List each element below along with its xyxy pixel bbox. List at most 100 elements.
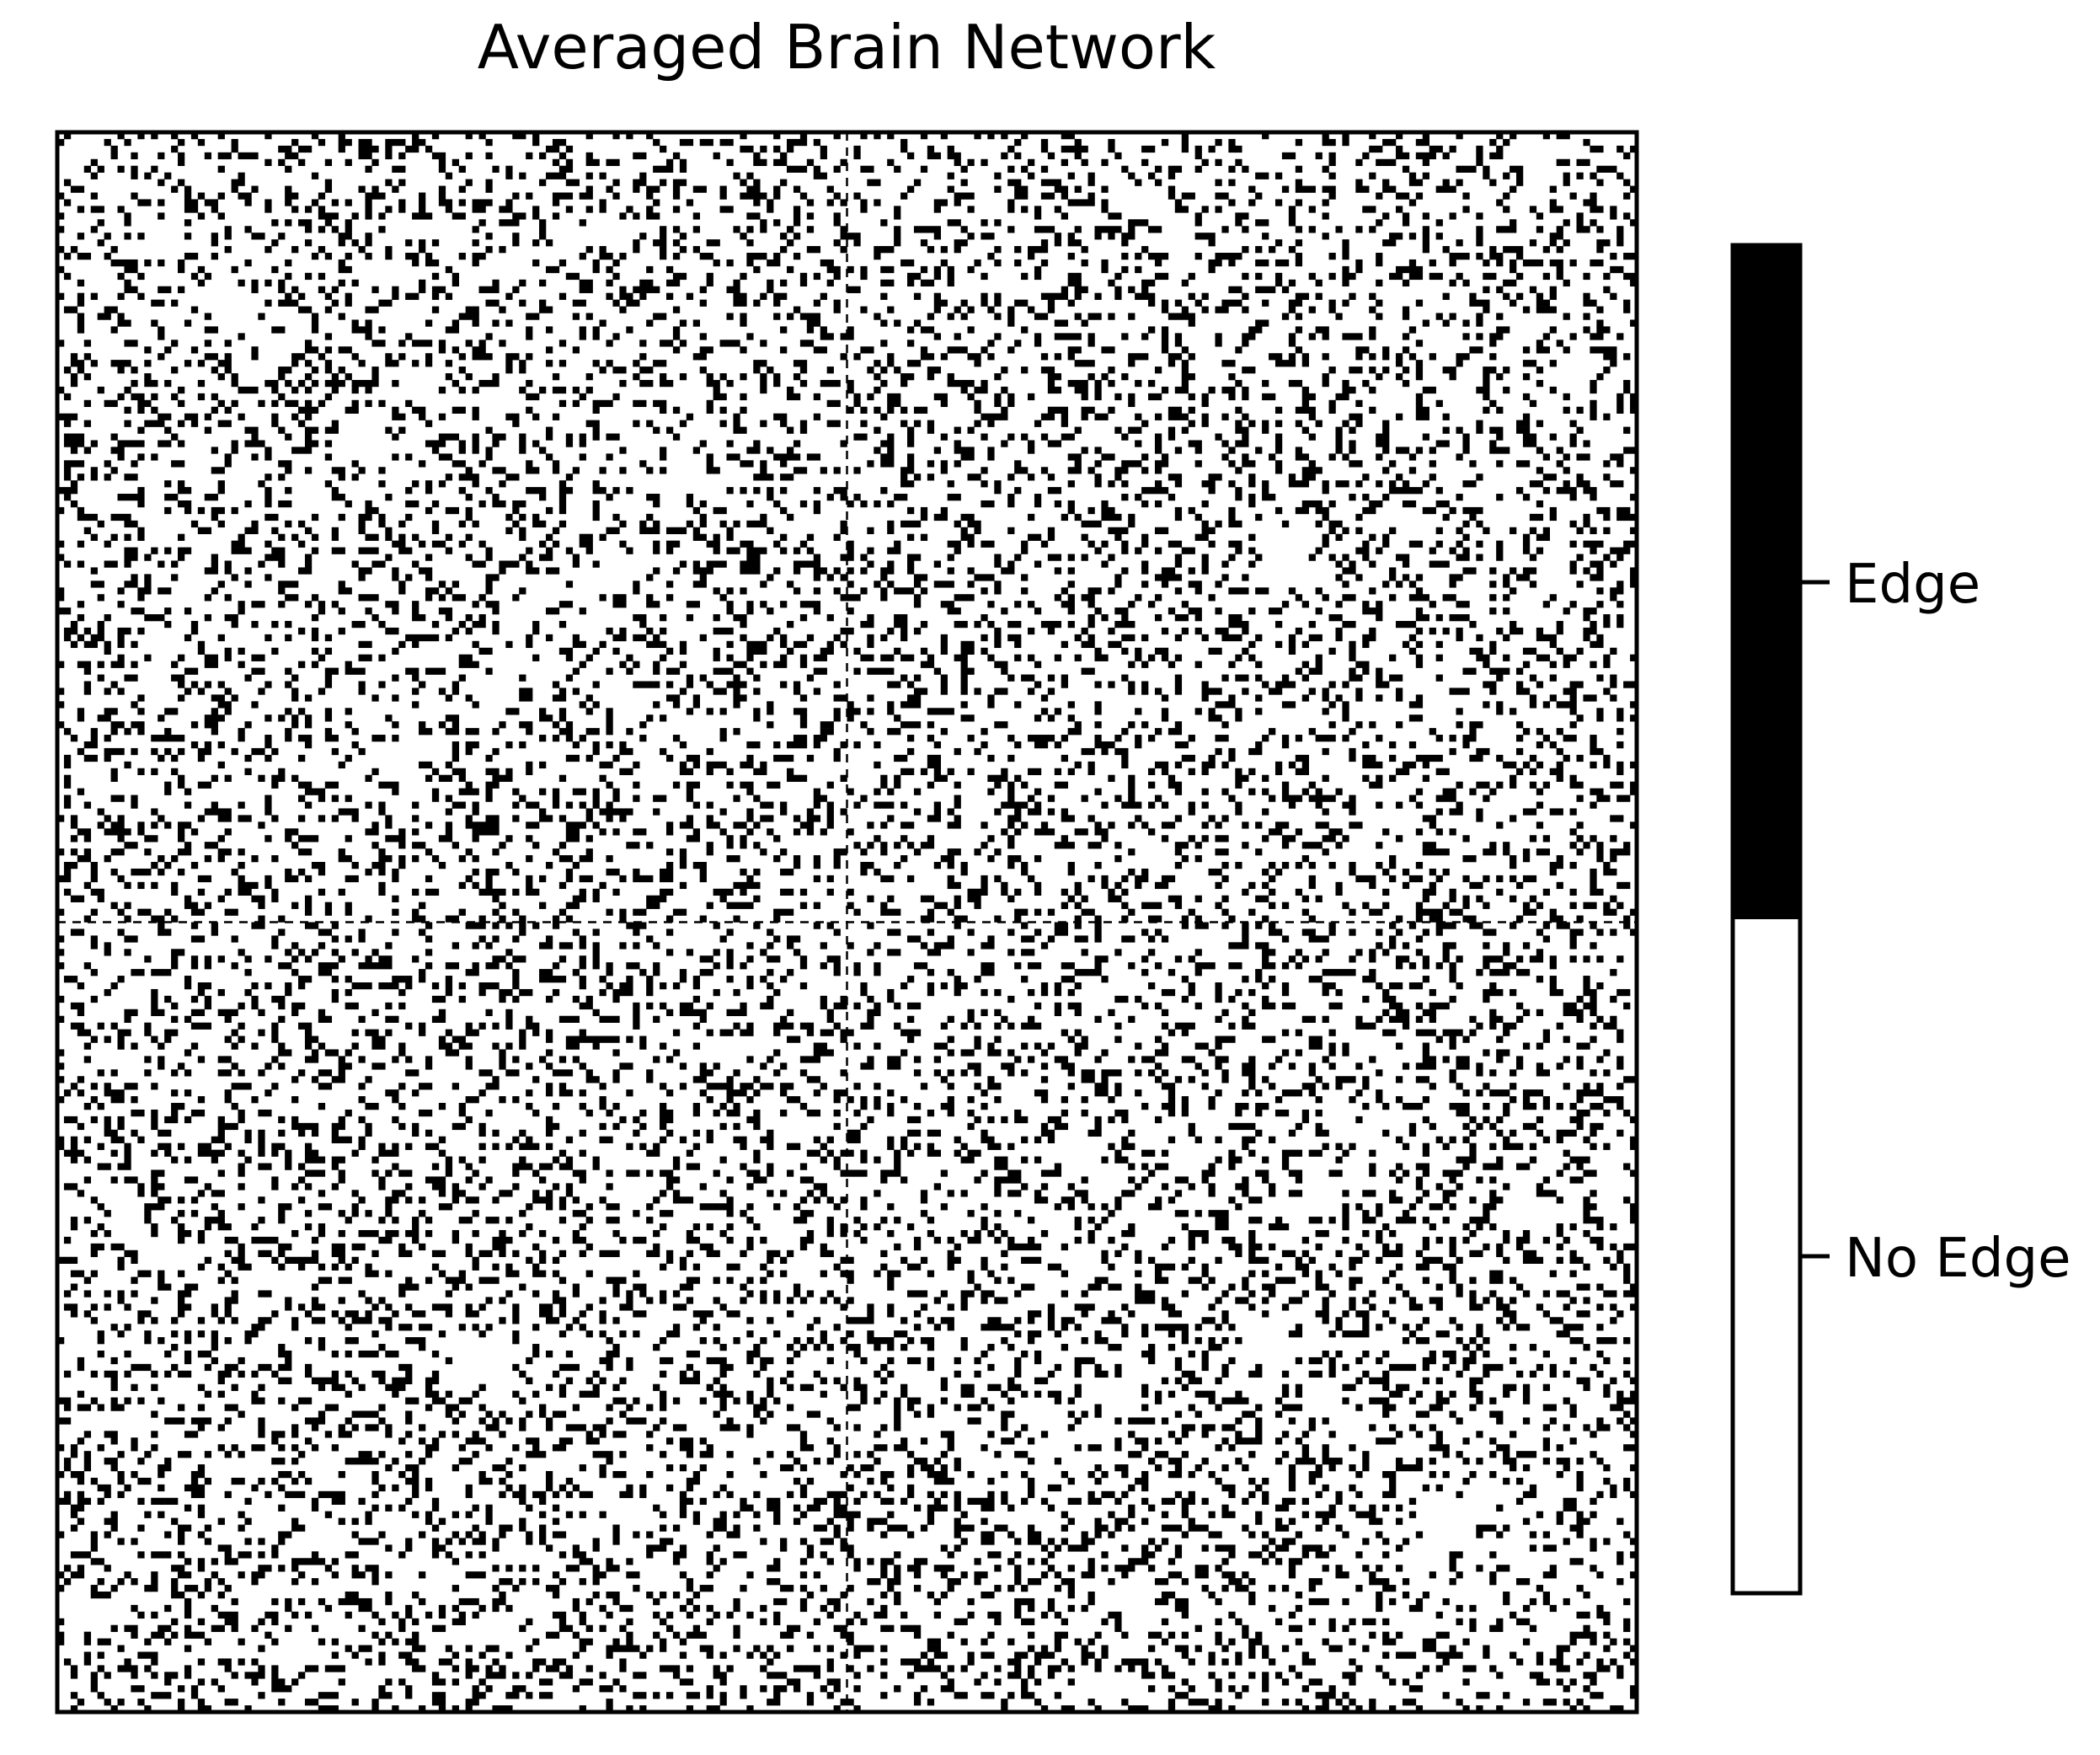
edge-cell xyxy=(746,226,754,233)
edge-cell xyxy=(110,768,118,776)
edge-cell xyxy=(238,647,245,655)
edge-cell xyxy=(258,601,265,608)
edge-cell xyxy=(1128,399,1135,408)
edge-cell xyxy=(405,1183,413,1191)
edge-cell xyxy=(124,319,131,327)
edge-cell xyxy=(318,1156,326,1164)
edge-cell xyxy=(224,1297,232,1304)
edge-cell xyxy=(1335,440,1343,447)
edge-cell xyxy=(285,259,292,267)
edge-cell xyxy=(1382,447,1390,454)
edge-cell xyxy=(405,1169,413,1177)
edge-cell xyxy=(97,1578,104,1586)
edge-cell xyxy=(365,1350,372,1358)
edge-cell xyxy=(606,279,613,287)
edge-cell xyxy=(311,1699,319,1706)
edge-cell xyxy=(151,1169,158,1177)
edge-cell xyxy=(412,500,419,508)
edge-cell xyxy=(97,1243,104,1251)
edge-cell xyxy=(90,995,98,1003)
edge-cell xyxy=(1429,447,1436,454)
edge-cell xyxy=(826,367,834,374)
edge-cell xyxy=(900,406,908,414)
edge-cell xyxy=(1603,353,1611,361)
edge-cell xyxy=(425,253,433,260)
edge-cell xyxy=(672,279,681,287)
edge-cell xyxy=(238,1149,245,1157)
edge-cell xyxy=(63,627,72,635)
edge-cell xyxy=(144,1330,152,1338)
edge-cell xyxy=(285,681,292,688)
edge-cell xyxy=(351,1531,359,1538)
edge-cell xyxy=(358,620,366,629)
edge-cell xyxy=(70,447,78,454)
edge-cell xyxy=(665,279,674,287)
edge-cell xyxy=(733,292,740,300)
edge-cell xyxy=(231,506,238,515)
edge-cell xyxy=(1007,319,1015,327)
edge-cell xyxy=(318,286,326,293)
edge-cell xyxy=(660,467,667,474)
edge-cell xyxy=(345,835,352,843)
edge-cell xyxy=(358,1497,366,1505)
edge-cell xyxy=(211,326,218,334)
edge-cell xyxy=(1583,299,1590,307)
edge-cell xyxy=(1094,474,1102,481)
edge-cell xyxy=(733,299,740,307)
edge-cell xyxy=(304,1363,313,1372)
edge-cell xyxy=(1569,433,1577,441)
edge-cell xyxy=(1563,393,1570,401)
edge-cell xyxy=(217,152,225,160)
edge-cell xyxy=(258,1129,265,1137)
edge-cell xyxy=(699,299,707,307)
edge-cell xyxy=(151,1002,158,1010)
edge-cell xyxy=(238,1002,245,1010)
edge-cell xyxy=(304,1029,313,1036)
edge-cell xyxy=(164,1196,172,1204)
edge-cell xyxy=(1074,467,1082,474)
edge-cell xyxy=(773,292,781,300)
edge-cell xyxy=(1536,447,1544,454)
edge-cell xyxy=(813,413,821,420)
edge-cell xyxy=(1181,386,1189,394)
edge-cell xyxy=(57,848,65,856)
edge-cell xyxy=(351,1699,359,1706)
edge-cell xyxy=(1194,440,1202,447)
edge-cell xyxy=(63,272,72,281)
edge-cell xyxy=(251,1484,259,1492)
edge-cell xyxy=(324,1431,333,1438)
edge-cell xyxy=(291,942,299,950)
edge-cell xyxy=(204,1363,212,1372)
edge-cell xyxy=(351,741,359,749)
edge-cell xyxy=(258,1538,265,1545)
edge-cell xyxy=(104,233,111,240)
edge-cell xyxy=(405,253,413,260)
edge-cell xyxy=(485,246,493,254)
edge-cell xyxy=(1549,185,1557,193)
edge-cell xyxy=(726,340,734,347)
edge-cell xyxy=(104,1122,111,1131)
edge-cell xyxy=(291,138,299,147)
edge-cell xyxy=(1563,179,1570,186)
edge-cell xyxy=(425,340,433,347)
edge-cell xyxy=(1469,460,1477,468)
edge-cell xyxy=(217,1377,225,1384)
edge-cell xyxy=(211,842,218,849)
edge-cell xyxy=(144,574,152,581)
edge-cell xyxy=(1028,440,1035,447)
edge-cell xyxy=(238,1477,245,1485)
edge-cell xyxy=(265,540,272,548)
edge-cell xyxy=(826,199,834,206)
edge-cell xyxy=(83,513,92,522)
edge-cell xyxy=(358,667,366,675)
edge-cell xyxy=(1047,379,1055,388)
edge-cell xyxy=(398,581,406,588)
edge-cell xyxy=(70,976,78,983)
edge-cell xyxy=(1188,406,1195,414)
edge-cell xyxy=(117,1470,125,1479)
edge-cell xyxy=(1630,319,1638,327)
edge-cell xyxy=(485,447,493,454)
edge-cell xyxy=(1563,453,1570,461)
edge-cell xyxy=(158,440,165,447)
edge-cell xyxy=(1349,333,1356,340)
